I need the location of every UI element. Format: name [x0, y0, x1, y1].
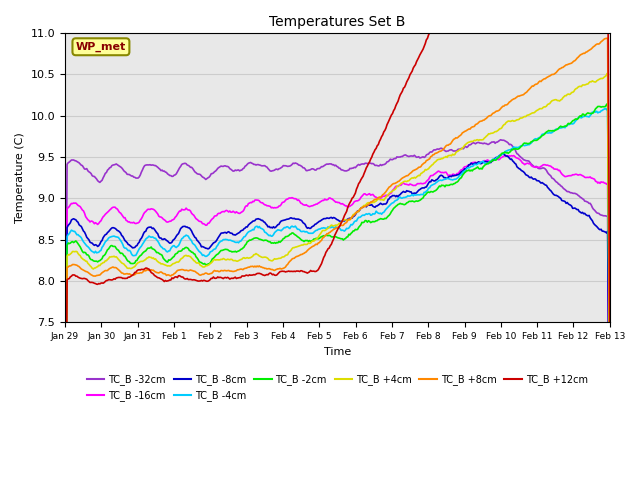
TC_B +4cm — [320, 228, 328, 233]
TC_B -4cm — [602, 106, 609, 111]
Line: TC_B +8cm: TC_B +8cm — [65, 38, 610, 480]
TC_B +8cm — [508, 97, 515, 103]
TC_B -2cm — [385, 212, 393, 218]
TC_B -2cm — [508, 147, 515, 153]
TC_B +4cm — [508, 118, 515, 124]
Y-axis label: Temperature (C): Temperature (C) — [15, 132, 25, 223]
TC_B -16cm — [323, 197, 331, 203]
TC_B -2cm — [593, 105, 600, 110]
TC_B -32cm — [323, 161, 331, 167]
TC_B +4cm — [604, 70, 611, 76]
TC_B -4cm — [593, 108, 600, 114]
TC_B -2cm — [320, 233, 328, 239]
TC_B +12cm — [320, 254, 328, 260]
TC_B -8cm — [320, 216, 328, 222]
TC_B -16cm — [320, 198, 328, 204]
TC_B -32cm — [385, 158, 393, 164]
TC_B +4cm — [593, 78, 600, 84]
TC_B +4cm — [323, 226, 331, 232]
Title: Temperatures Set B: Temperatures Set B — [269, 15, 406, 29]
TC_B -32cm — [497, 137, 504, 143]
Line: TC_B +4cm: TC_B +4cm — [65, 73, 610, 480]
TC_B -4cm — [508, 146, 515, 152]
TC_B +8cm — [604, 35, 611, 41]
TC_B +8cm — [606, 396, 614, 402]
TC_B +8cm — [593, 41, 600, 47]
Line: TC_B -8cm: TC_B -8cm — [65, 154, 610, 480]
TC_B -8cm — [385, 196, 393, 202]
Text: WP_met: WP_met — [76, 42, 126, 52]
TC_B -32cm — [356, 162, 364, 168]
TC_B +12cm — [323, 248, 331, 253]
TC_B -16cm — [385, 192, 393, 197]
Line: TC_B -4cm: TC_B -4cm — [65, 108, 610, 480]
TC_B +8cm — [320, 235, 328, 240]
TC_B -8cm — [356, 207, 364, 213]
TC_B -16cm — [356, 196, 364, 202]
TC_B +12cm — [356, 180, 364, 185]
TC_B +8cm — [385, 184, 393, 190]
TC_B -4cm — [323, 226, 331, 231]
TC_B -32cm — [594, 210, 602, 216]
TC_B -2cm — [323, 232, 331, 238]
X-axis label: Time: Time — [324, 347, 351, 357]
TC_B -32cm — [320, 163, 328, 169]
TC_B +8cm — [323, 231, 331, 237]
Line: TC_B +12cm: TC_B +12cm — [65, 0, 610, 480]
TC_B -32cm — [61, 474, 68, 480]
TC_B -8cm — [509, 158, 516, 164]
Line: TC_B -2cm: TC_B -2cm — [65, 104, 610, 480]
TC_B -2cm — [606, 435, 614, 441]
TC_B +8cm — [356, 206, 364, 212]
TC_B +12cm — [385, 117, 393, 123]
TC_B -32cm — [509, 144, 516, 149]
TC_B -8cm — [594, 225, 602, 231]
TC_B -16cm — [594, 180, 602, 186]
TC_B -4cm — [356, 215, 364, 220]
TC_B -4cm — [320, 225, 328, 231]
TC_B -16cm — [501, 152, 509, 158]
TC_B +4cm — [606, 417, 614, 423]
Line: TC_B -16cm: TC_B -16cm — [65, 155, 610, 480]
Line: TC_B -32cm: TC_B -32cm — [65, 140, 610, 480]
TC_B -4cm — [385, 203, 393, 209]
TC_B -2cm — [356, 223, 364, 229]
TC_B -16cm — [509, 153, 516, 159]
TC_B +4cm — [356, 206, 364, 212]
TC_B -4cm — [606, 439, 614, 444]
TC_B +12cm — [606, 337, 614, 343]
TC_B +4cm — [385, 191, 393, 196]
TC_B -2cm — [604, 101, 611, 107]
Legend: TC_B -32cm, TC_B -16cm, TC_B -8cm, TC_B -4cm, TC_B -2cm, TC_B +4cm, TC_B +8cm, T: TC_B -32cm, TC_B -16cm, TC_B -8cm, TC_B … — [83, 371, 591, 405]
TC_B -8cm — [323, 215, 331, 221]
TC_B -8cm — [499, 151, 507, 156]
